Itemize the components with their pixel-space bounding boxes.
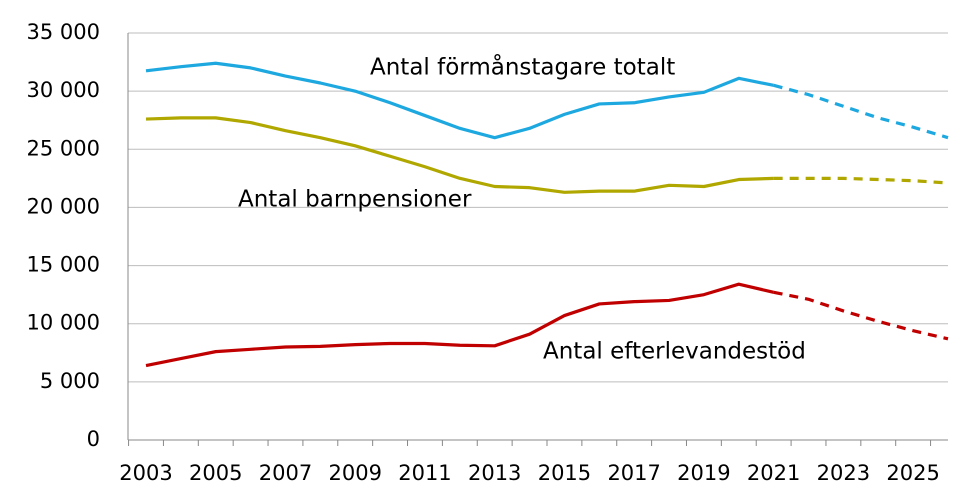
x-tick-label: 2015: [538, 461, 591, 485]
x-tick-label: 2017: [607, 461, 660, 485]
x-tick-label: 2007: [259, 461, 312, 485]
x-tick-label: 2005: [189, 461, 242, 485]
x-tick-label: 2023: [817, 461, 870, 485]
x-tick-label: 2003: [119, 461, 172, 485]
y-tick-label: 0: [87, 427, 100, 451]
series-line: [773, 290, 949, 341]
series-line: [773, 83, 949, 140]
y-tick-label: 15 000: [27, 253, 100, 277]
y-tick-label: 35 000: [27, 20, 100, 44]
x-tick-label: 2011: [398, 461, 451, 485]
series-line: [145, 282, 775, 368]
x-tick-label: 2021: [747, 461, 800, 485]
y-tick-label: 25 000: [27, 136, 100, 160]
series-line: [145, 61, 774, 140]
y-tick-label: 5 000: [40, 369, 100, 393]
x-tick-label: 2009: [328, 461, 381, 485]
series-label: Antal barnpensioner: [238, 187, 472, 213]
x-tick-label: 2013: [468, 461, 521, 485]
series-label: Antal förmånstagare totalt: [370, 53, 675, 81]
series-line: [773, 176, 949, 185]
x-tick-label: 2019: [677, 461, 730, 485]
y-tick-label: 10 000: [27, 311, 100, 335]
x-tick-label: 2025: [886, 461, 939, 485]
series-line: [145, 116, 774, 194]
series-label: Antal efterlevandestöd: [543, 339, 806, 365]
y-tick-label: 20 000: [27, 194, 100, 218]
y-tick-label: 30 000: [27, 78, 100, 102]
